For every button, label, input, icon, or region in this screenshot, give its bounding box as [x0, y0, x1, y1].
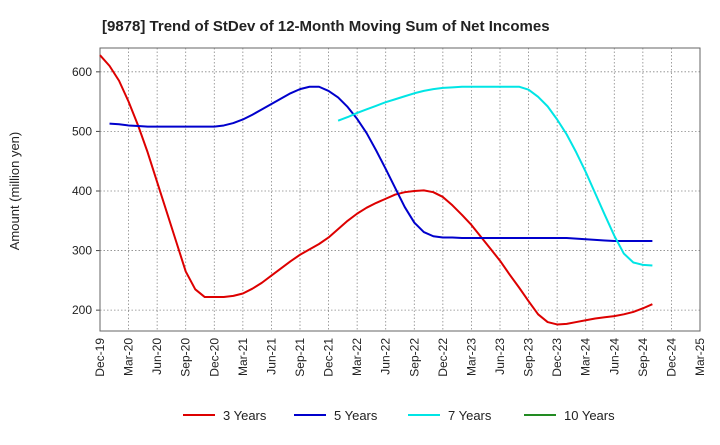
- x-tick-label: Dec-19: [93, 338, 107, 377]
- y-tick-label: 200: [72, 303, 92, 317]
- x-tick-label: Mar-25: [693, 338, 707, 376]
- tick-labels: Dec-19 Mar-20 Jun-20 Sep-20 Dec-20 Mar-21 Jun-…: [72, 65, 707, 377]
- x-tick-label: Mar-21: [236, 338, 250, 376]
- chart-title: [9878] Trend of StDev of 12-Month Moving…: [102, 18, 550, 35]
- x-tick-label: Jun-21: [264, 338, 278, 375]
- y-tick-label: 400: [72, 184, 92, 198]
- legend-label: 10 Years: [564, 408, 615, 423]
- y-tick-label: 300: [72, 244, 92, 258]
- x-tick-label: Sep-22: [407, 338, 421, 377]
- x-tick-label: Jun-20: [150, 338, 164, 375]
- x-tick-label: Sep-24: [636, 338, 650, 377]
- legend-label: 3 Years: [223, 408, 267, 423]
- x-tick-label: Sep-21: [293, 338, 307, 377]
- x-tick-label: Sep-20: [179, 338, 193, 377]
- x-tick-label: Jun-24: [607, 338, 621, 375]
- axes: [96, 47, 701, 332]
- x-tick-label: Jun-22: [379, 338, 393, 375]
- x-tick-label: Dec-22: [436, 338, 450, 377]
- y-tick-label: 500: [72, 124, 92, 138]
- x-tick-label: Jun-23: [493, 338, 507, 375]
- y-axis-label: Amount (million yen): [7, 132, 22, 251]
- series-line-0: [99, 54, 653, 326]
- y-tick-label: 600: [72, 65, 92, 79]
- x-tick-label: Dec-20: [207, 338, 221, 377]
- x-tick-label: Mar-22: [350, 338, 364, 376]
- plot-frame: [99, 47, 701, 332]
- series-line-2: [337, 85, 653, 267]
- x-tick-label: Dec-23: [550, 338, 564, 377]
- grid: [99, 48, 701, 331]
- series-line-1: [109, 85, 653, 243]
- x-tick-label: Mar-23: [464, 338, 478, 376]
- legend: 3 Years 5 Years 7 Years 10 Years: [183, 408, 615, 423]
- x-tick-label: Sep-23: [522, 338, 536, 377]
- series-layer: [99, 54, 653, 326]
- legend-label: 7 Years: [448, 408, 492, 423]
- x-tick-label: Mar-20: [122, 338, 136, 376]
- x-tick-label: Mar-24: [579, 338, 593, 376]
- x-tick-label: Dec-21: [322, 338, 336, 377]
- legend-label: 5 Years: [334, 408, 378, 423]
- x-tick-label: Dec-24: [664, 338, 678, 377]
